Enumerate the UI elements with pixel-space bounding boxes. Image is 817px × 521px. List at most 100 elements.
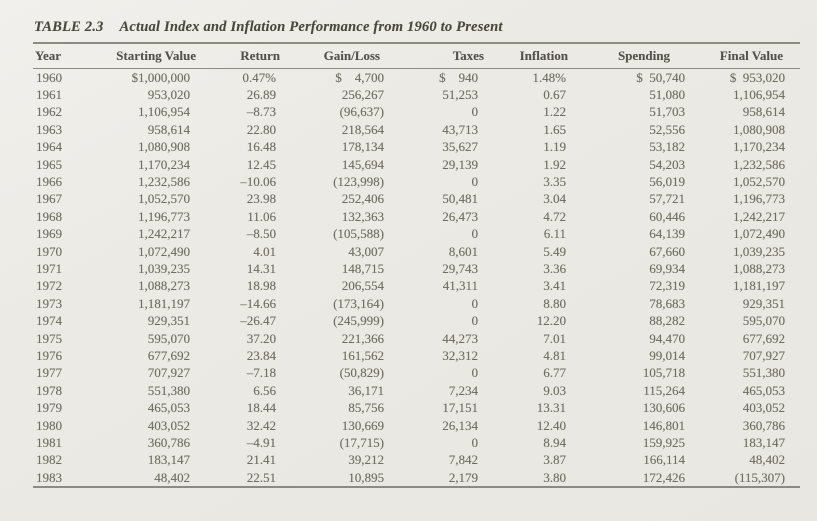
cell-return: –14.66 [240, 295, 276, 311]
cell-spending: 51,080 [649, 86, 685, 102]
cell-final-value: 1,052,570 [733, 173, 785, 189]
cell-year: 1960 [36, 69, 62, 85]
table-row: 1981 360,786 –4.91 (17,715) 0 8.94 159,925 183,… [33, 434, 800, 451]
cell-gain-loss: (123,998) [333, 173, 384, 189]
cell-return: –8.50 [246, 226, 276, 242]
cell-gain-loss: 218,564 [341, 121, 384, 137]
cell-gain-loss: 130,669 [341, 417, 384, 433]
cell-starting-value: 958,614 [147, 121, 190, 137]
cell-final-value: 1,039,235 [733, 243, 785, 259]
cell-inflation: 12.40 [536, 417, 566, 433]
cell-spending: 60,446 [649, 208, 685, 224]
table-row: 1975 595,070 37.20 221,366 44,273 7.01 94,470 6… [33, 330, 800, 347]
table-title: TABLE 2.3 Actual Index and Inflation Perf… [34, 19, 800, 35]
cell-spending: 52,556 [649, 121, 685, 137]
cell-starting-value: 1,196,773 [138, 208, 190, 224]
cell-return: 12.45 [246, 156, 276, 172]
cell-gain-loss: 10,895 [348, 469, 384, 485]
cell-year: 1975 [36, 330, 62, 346]
cell-spending: 53,182 [649, 139, 685, 155]
cell-inflation: 1.19 [543, 139, 566, 155]
column-header-gain-loss: Gain/Loss [323, 47, 380, 63]
cell-gain-loss: (96,637) [339, 104, 384, 120]
cell-return: 18.44 [246, 400, 276, 416]
cell-year: 1976 [36, 348, 62, 363]
cell-gain-loss: 148,715 [341, 260, 384, 276]
cell-spending: 88,282 [649, 313, 685, 329]
column-header-starting-value: Starting Value [116, 47, 196, 63]
cell-year: 1982 [36, 452, 62, 468]
cell-gain-loss: 252,406 [341, 191, 384, 207]
cell-final-value: 595,070 [742, 313, 785, 329]
cell-year: 1967 [36, 191, 62, 207]
cell-taxes: 2,179 [448, 469, 478, 485]
cell-spending: 64,139 [649, 226, 685, 242]
cell-inflation: 1.48% [532, 69, 566, 85]
table-number-label: TABLE 2.3 [34, 19, 104, 35]
cell-return: –8.73 [246, 104, 276, 120]
header-row: Year Starting Value Return Gain/Loss Tax… [33, 43, 800, 68]
cell-inflation: 3.36 [543, 260, 566, 276]
cell-taxes: 7,234 [448, 382, 478, 398]
cell-final-value: 1,196,773 [733, 191, 785, 207]
cell-return: 26.89 [246, 86, 276, 102]
cell-return: 21.41 [246, 452, 276, 468]
cell-return: 11.06 [247, 208, 276, 224]
cell-taxes: 50,481 [442, 191, 478, 207]
cell-spending: 69,934 [649, 260, 685, 276]
cell-final-value: 465,053 [742, 382, 785, 398]
cell-spending: 130,606 [642, 400, 685, 416]
cell-taxes: 0 [471, 295, 479, 311]
cell-gain-loss: 178,134 [341, 139, 384, 155]
cell-final-value: 48,402 [749, 452, 785, 468]
cell-taxes: 26,134 [442, 417, 478, 433]
cell-year: 1972 [36, 278, 62, 294]
cell-return: 6.56 [253, 382, 276, 398]
cell-gain-loss: 43,007 [348, 243, 384, 259]
cell-return: 4.01 [253, 243, 276, 259]
cell-taxes: 17,151 [442, 400, 478, 416]
cell-final-value: 183,147 [742, 435, 785, 451]
cell-taxes: 44,273 [442, 330, 478, 346]
cell-spending: 56,019 [649, 173, 685, 189]
cell-return: –4.91 [246, 435, 276, 451]
cell-year: 1973 [36, 295, 62, 311]
cell-inflation: 13.31 [536, 400, 566, 416]
table-row: 1961 953,020 26.89 256,267 51,253 0.67 51,080 1… [33, 86, 800, 103]
cell-year: 1971 [36, 260, 62, 276]
cell-taxes: $ 940 [439, 69, 478, 85]
table-row: 1970 1,072,490 4.01 43,007 8,601 5.49 67,660 1,… [33, 243, 800, 260]
cell-year: 1965 [36, 156, 62, 172]
cell-spending: $ 50,740 [636, 69, 685, 85]
cell-inflation: 4.72 [543, 208, 566, 224]
cell-return: 0.47% [242, 69, 276, 85]
cell-final-value: 360,786 [742, 417, 785, 433]
cell-year: 1961 [36, 86, 62, 102]
cell-starting-value: 1,052,570 [138, 191, 190, 207]
cell-inflation: 12.20 [536, 313, 566, 329]
cell-spending: 172,426 [642, 469, 685, 485]
table-row: 1978 551,380 6.56 36,171 7,234 9.03 115,264 465… [33, 382, 800, 399]
cell-spending: 115,264 [643, 382, 685, 398]
cell-final-value: 1,072,490 [733, 226, 785, 242]
cell-spending: 94,470 [649, 330, 685, 346]
cell-inflation: 1.22 [543, 104, 566, 120]
cell-gain-loss: 36,171 [348, 382, 384, 398]
cell-inflation: 6.11 [543, 226, 566, 242]
cell-spending: 99,014 [649, 348, 685, 363]
cell-starting-value: $1,000,000 [131, 69, 191, 85]
cell-starting-value: 1,039,235 [138, 260, 190, 276]
cell-year: 1979 [36, 400, 62, 416]
cell-return: 22.51 [246, 469, 276, 485]
cell-starting-value: 1,170,234 [138, 156, 190, 172]
table-row: 1969 1,242,217 –8.50 (105,588) 0 6.11 64,139 1,… [33, 225, 800, 242]
cell-gain-loss: 85,756 [348, 400, 384, 416]
cell-inflation: 3.35 [543, 173, 566, 189]
column-header-year: Year [35, 47, 61, 63]
cell-year: 1978 [36, 382, 62, 398]
cell-spending: 146,801 [642, 417, 685, 433]
cell-inflation: 3.04 [543, 191, 566, 207]
cell-spending: 67,660 [649, 243, 685, 259]
cell-year: 1964 [36, 139, 62, 155]
